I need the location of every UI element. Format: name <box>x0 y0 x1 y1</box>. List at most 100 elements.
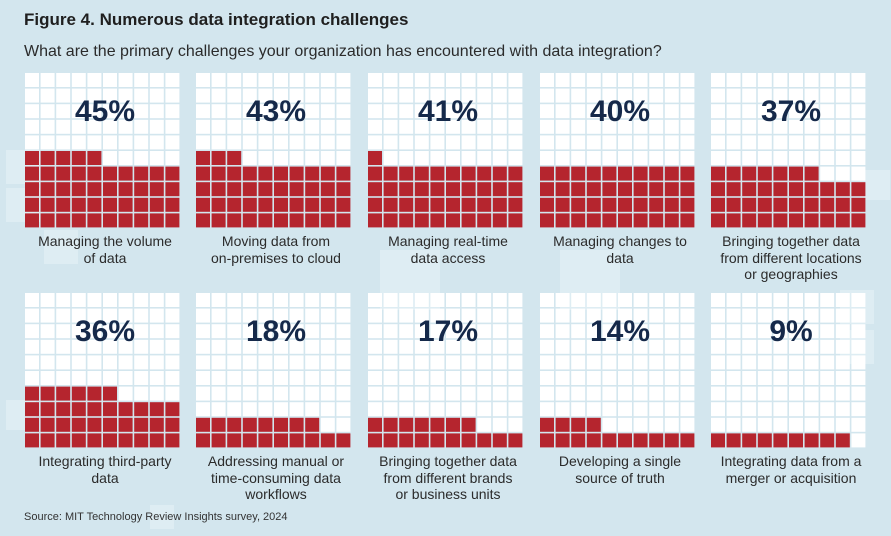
waffle-cell-empty <box>571 339 586 354</box>
waffle-cell-empty <box>414 88 429 103</box>
waffle-cell-empty <box>430 308 445 323</box>
waffle-cell-empty <box>820 88 835 103</box>
waffle-cell-empty <box>820 355 835 370</box>
waffle-cell-empty <box>680 371 695 385</box>
waffle-cell-empty <box>711 339 725 354</box>
waffle-cell-filled <box>804 433 819 448</box>
waffle-cell-filled <box>56 433 71 448</box>
waffle-cell-empty <box>540 73 554 87</box>
waffle-cell-empty <box>492 324 507 339</box>
waffle-cell-empty <box>446 355 460 370</box>
waffle-cell-empty <box>664 135 679 150</box>
waffle-cell-empty <box>571 402 586 417</box>
waffle-cell-empty <box>726 88 741 103</box>
waffle-cell-empty <box>804 119 819 134</box>
waffle-cell-filled <box>227 417 242 432</box>
waffle-cell-empty <box>555 324 570 339</box>
waffle-cell-empty <box>71 324 86 339</box>
waffle-cell-empty <box>726 339 741 354</box>
waffle-cell-empty <box>649 402 664 417</box>
waffle-cell-empty <box>571 119 586 134</box>
waffle-cell-empty <box>711 73 725 87</box>
waffle-cell-filled <box>103 182 117 197</box>
waffle-cell-empty <box>196 308 210 323</box>
waffle-cell-empty <box>664 386 679 401</box>
waffle-cell-empty <box>742 386 757 401</box>
waffle-cell-filled <box>633 433 648 448</box>
waffle-cell-empty <box>320 371 335 385</box>
waffle-cell-empty <box>742 417 757 432</box>
waffle-cell-empty <box>540 402 554 417</box>
waffle-cell-empty <box>773 88 788 103</box>
waffle-cell-empty <box>118 324 133 339</box>
waffle-cell-empty <box>711 293 725 307</box>
waffle-cell-empty <box>336 308 351 323</box>
waffle-cell-empty <box>430 324 445 339</box>
waffle-cell-empty <box>461 371 476 385</box>
waffle-chart: 37% Bringing together data from different … <box>711 73 871 282</box>
waffle-cell-empty <box>258 88 273 103</box>
waffle-cells <box>368 73 523 228</box>
waffle-cell-empty <box>540 371 554 385</box>
waffle-cell-empty <box>336 104 351 119</box>
waffle-cell-empty <box>649 308 664 323</box>
waffle-cell-empty <box>804 308 819 323</box>
waffle-cell-filled <box>305 166 320 181</box>
waffle-cell-empty <box>56 73 71 87</box>
waffle-cell-empty <box>789 151 803 165</box>
waffle-cell-filled <box>258 417 273 432</box>
waffle-cell-filled <box>320 166 335 181</box>
waffle-cell-empty <box>540 339 554 354</box>
waffle-cell-empty <box>757 73 772 87</box>
waffle-cell-empty <box>633 308 648 323</box>
waffle-cell-empty <box>804 386 819 401</box>
waffle-cell-empty <box>71 135 86 150</box>
waffle-cell-empty <box>680 119 695 134</box>
waffle-cell-empty <box>586 371 601 385</box>
waffle-cell-empty <box>211 119 226 134</box>
waffle-cell-empty <box>726 119 741 134</box>
category-label: Bringing together data from different loc… <box>720 233 862 282</box>
waffle-cell-filled <box>789 213 803 228</box>
waffle-cell-empty <box>274 386 288 401</box>
waffle-cell-empty <box>820 293 835 307</box>
waffle-cell-filled <box>726 182 741 197</box>
waffle-cell-empty <box>492 88 507 103</box>
waffle-cell-empty <box>571 104 586 119</box>
waffle-cell-filled <box>446 166 460 181</box>
waffle-cell-empty <box>649 104 664 119</box>
waffle-cell-empty <box>274 371 288 385</box>
waffle-cell-filled <box>211 417 226 432</box>
waffle-cell-empty <box>196 339 210 354</box>
waffle-cell-filled <box>649 213 664 228</box>
waffle-cell-empty <box>227 119 242 134</box>
waffle-cell-empty <box>571 324 586 339</box>
waffle-cell-filled <box>571 197 586 212</box>
waffle-cell-empty <box>571 371 586 385</box>
category-label: Managing real-time data access <box>388 233 508 266</box>
waffle-cell-empty <box>71 371 86 385</box>
waffle-cell-empty <box>726 73 741 87</box>
waffle-cell-empty <box>649 151 664 165</box>
waffle-cell-filled <box>508 197 523 212</box>
waffle-cell-empty <box>633 386 648 401</box>
waffle-cell-empty <box>134 386 149 401</box>
waffle-cell-filled <box>742 213 757 228</box>
waffle-cell-filled <box>571 166 586 181</box>
waffle-cell-empty <box>399 88 414 103</box>
waffle-cell-empty <box>835 151 850 165</box>
waffle-cell-filled <box>103 402 117 417</box>
waffle-cell-empty <box>618 88 632 103</box>
waffle-cell-empty <box>258 104 273 119</box>
waffle-cell-empty <box>649 417 664 432</box>
waffle-cell-empty <box>430 88 445 103</box>
waffle-cell-filled <box>242 182 257 197</box>
waffle-cell-filled <box>25 182 39 197</box>
waffle-cell-empty <box>804 88 819 103</box>
waffle-cell-empty <box>773 293 788 307</box>
waffle-cell-empty <box>664 324 679 339</box>
waffle-cell-empty <box>211 324 226 339</box>
waffle-cell-empty <box>227 73 242 87</box>
waffle-cell-filled <box>368 433 382 448</box>
waffle-cell-empty <box>508 402 523 417</box>
